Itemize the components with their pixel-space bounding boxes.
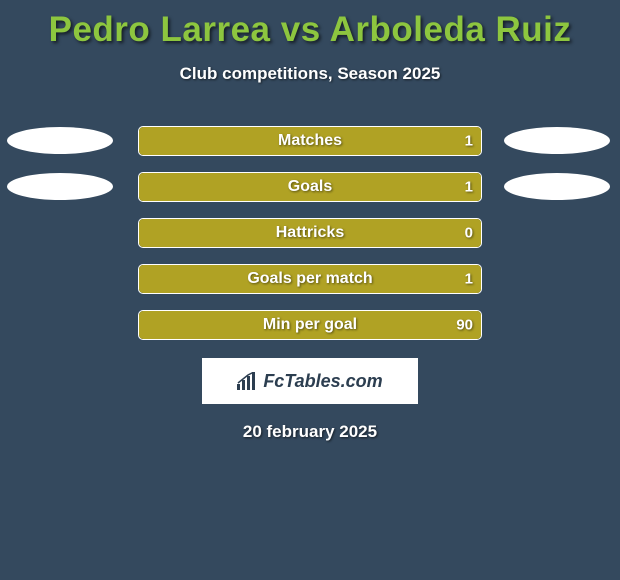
bar-outline: Min per goal90 <box>138 310 482 340</box>
stat-row: Min per goal90 <box>0 310 620 340</box>
page-subtitle: Club competitions, Season 2025 <box>0 64 620 84</box>
footer-date: 20 february 2025 <box>0 422 620 442</box>
player-ellipse-right <box>504 127 610 154</box>
chart-icon <box>237 372 259 390</box>
player-ellipse-right <box>504 173 610 200</box>
stat-row: Matches1 <box>0 126 620 156</box>
stat-rows: Matches1Goals1Hattricks0Goals per match1… <box>0 126 620 340</box>
stat-value: 90 <box>456 317 473 334</box>
bar-outline: Goals1 <box>138 172 482 202</box>
stat-label: Goals <box>139 178 481 196</box>
stat-bar: Min per goal90 <box>138 310 482 340</box>
bar-outline: Goals per match1 <box>138 264 482 294</box>
bar-outline: Hattricks0 <box>138 218 482 248</box>
stat-bar: Goals per match1 <box>138 264 482 294</box>
stat-bar: Hattricks0 <box>138 218 482 248</box>
stat-label: Matches <box>139 132 481 150</box>
stat-value: 0 <box>465 225 473 242</box>
logo-box: FcTables.com <box>202 358 418 404</box>
stat-label: Min per goal <box>139 316 481 334</box>
bar-outline: Matches1 <box>138 126 482 156</box>
stat-row: Goals per match1 <box>0 264 620 294</box>
page-title: Pedro Larrea vs Arboleda Ruiz <box>0 0 620 50</box>
stat-label: Hattricks <box>139 224 481 242</box>
stat-bar: Matches1 <box>138 126 482 156</box>
player-ellipse-left <box>7 173 113 200</box>
logo: FcTables.com <box>237 371 382 392</box>
stat-bar: Goals1 <box>138 172 482 202</box>
stat-row: Hattricks0 <box>0 218 620 248</box>
player-ellipse-left <box>7 127 113 154</box>
stat-row: Goals1 <box>0 172 620 202</box>
stat-value: 1 <box>465 133 473 150</box>
stat-value: 1 <box>465 179 473 196</box>
logo-text: FcTables.com <box>263 371 382 392</box>
stat-label: Goals per match <box>139 270 481 288</box>
stat-value: 1 <box>465 271 473 288</box>
